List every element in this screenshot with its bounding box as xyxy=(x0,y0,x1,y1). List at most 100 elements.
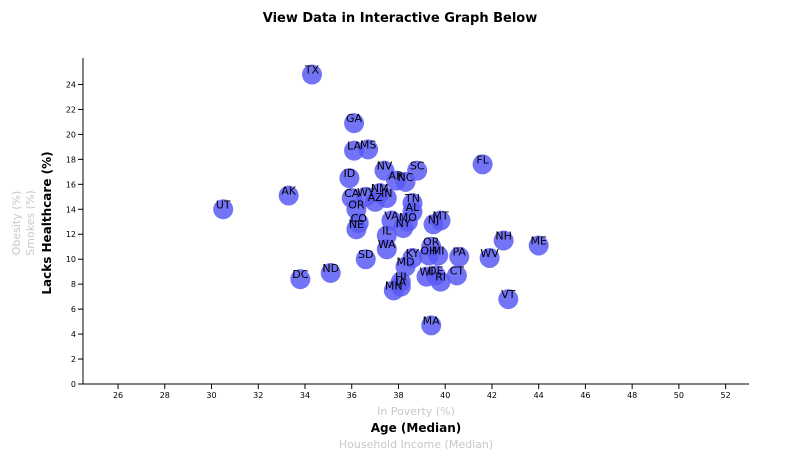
state-label: ID xyxy=(344,167,356,180)
y-tick-label: 24 xyxy=(66,80,76,89)
x-tick-label: 42 xyxy=(487,391,497,400)
state-label: AL xyxy=(406,201,421,214)
state-label: ND xyxy=(322,262,339,275)
x-axis-option-income[interactable]: Household Income (Median) xyxy=(339,438,493,451)
state-label: ME xyxy=(530,234,546,247)
state-label: LA xyxy=(347,140,361,153)
y-tick-label: 16 xyxy=(66,180,76,189)
state-label: NC xyxy=(398,171,414,184)
state-label: NM xyxy=(371,182,389,195)
state-label: MA xyxy=(423,314,440,327)
state-point-ga[interactable] xyxy=(344,113,365,134)
state-label: CO xyxy=(351,212,368,225)
state-point-ak[interactable] xyxy=(278,185,299,206)
state-label: MN xyxy=(385,279,403,292)
y-axis-option-healthcare[interactable]: Lacks Healthcare (%) xyxy=(40,151,54,294)
state-point-wv[interactable] xyxy=(479,247,500,268)
state-point-ma[interactable] xyxy=(421,315,442,336)
state-label: WI xyxy=(419,266,433,279)
state-point-ut[interactable] xyxy=(213,199,234,220)
state-point-ct[interactable] xyxy=(446,265,467,286)
chart-title: View Data in Interactive Graph Below xyxy=(262,11,538,26)
state-point-pa[interactable] xyxy=(449,246,470,267)
state-point-nh[interactable] xyxy=(493,230,514,251)
y-tick-label: 20 xyxy=(66,130,76,139)
x-tick-label: 30 xyxy=(206,391,216,400)
state-point-dc[interactable] xyxy=(290,269,311,290)
x-axis-option-age[interactable]: Age (Median) xyxy=(371,421,462,435)
state-label: IN xyxy=(381,187,392,200)
state-point-ne[interactable] xyxy=(346,219,367,240)
state-point-il[interactable] xyxy=(376,225,397,246)
state-label: NJ xyxy=(428,213,439,226)
state-label: WY xyxy=(357,186,375,199)
x-tick-label: 44 xyxy=(534,391,544,400)
state-label: RI xyxy=(435,271,446,284)
state-point-me[interactable] xyxy=(528,235,549,256)
x-tick-label: 38 xyxy=(393,391,403,400)
state-label: GA xyxy=(346,112,363,125)
state-label: OH xyxy=(420,244,437,257)
state-label: UT xyxy=(216,198,231,211)
y-tick-label: 10 xyxy=(66,255,76,264)
state-label: AK xyxy=(281,185,297,198)
state-point-vt[interactable] xyxy=(498,289,519,310)
state-label: AZ xyxy=(368,191,384,204)
state-label: SD xyxy=(358,248,373,261)
state-point-fl[interactable] xyxy=(472,154,493,175)
y-tick-label: 8 xyxy=(71,280,76,289)
x-tick-label: 48 xyxy=(627,391,637,400)
state-label: OR xyxy=(423,236,440,249)
x-axis-option-poverty[interactable]: In Poverty (%) xyxy=(377,405,455,418)
state-label: VA xyxy=(384,210,399,223)
state-label: WA xyxy=(378,238,396,251)
state-label: IA xyxy=(395,276,406,289)
state-label: NV xyxy=(377,160,393,173)
state-label: FL xyxy=(476,153,489,166)
state-point-nd[interactable] xyxy=(320,262,341,283)
state-label: MS xyxy=(360,138,376,151)
state-point-in[interactable] xyxy=(376,188,397,209)
state-point-nc[interactable] xyxy=(395,171,416,192)
y-tick-label: 22 xyxy=(66,105,76,114)
y-tick-label: 4 xyxy=(71,330,76,339)
state-point-ms[interactable] xyxy=(358,139,379,160)
y-tick-label: 0 xyxy=(71,380,76,389)
state-point-sd[interactable] xyxy=(355,249,376,270)
state-label: PA xyxy=(452,246,466,259)
state-point-mi[interactable] xyxy=(428,245,449,266)
state-label: TX xyxy=(304,63,320,76)
state-label: MI xyxy=(432,244,445,257)
x-tick-label: 28 xyxy=(160,391,170,400)
x-tick-label: 36 xyxy=(347,391,357,400)
state-point-id[interactable] xyxy=(339,168,360,189)
y-axis-option-obesity[interactable]: Obesity (%) xyxy=(10,191,23,256)
x-tick-label: 52 xyxy=(721,391,731,400)
y-axis-option-smokes[interactable]: Smokes (%) xyxy=(24,190,37,255)
state-point-ia[interactable] xyxy=(390,276,411,297)
state-label: NE xyxy=(349,218,364,231)
state-point-wa[interactable] xyxy=(376,239,397,260)
x-tick-label: 32 xyxy=(253,391,263,400)
y-tick-label: 2 xyxy=(71,355,76,364)
state-label: CT xyxy=(450,264,465,277)
state-label: AR xyxy=(389,170,405,183)
state-label: OR xyxy=(348,198,365,211)
y-tick-label: 6 xyxy=(71,305,76,314)
state-label: IL xyxy=(382,224,392,237)
x-tick-label: 40 xyxy=(440,391,450,400)
y-tick-label: 18 xyxy=(66,155,76,164)
y-tick-label: 14 xyxy=(66,205,76,214)
state-point-ny[interactable] xyxy=(393,218,414,238)
state-point-nj[interactable] xyxy=(423,214,444,235)
state-label: DC xyxy=(292,268,308,281)
x-tick-label: 50 xyxy=(674,391,684,400)
state-label: SC xyxy=(410,160,425,173)
x-axis: 26 28 30 32 34 36 38 40 42 44 46 48 50 52 xyxy=(83,383,749,400)
state-point-tx[interactable] xyxy=(302,64,323,85)
state-point-ri[interactable] xyxy=(430,271,451,292)
state-label: NY xyxy=(396,217,411,230)
